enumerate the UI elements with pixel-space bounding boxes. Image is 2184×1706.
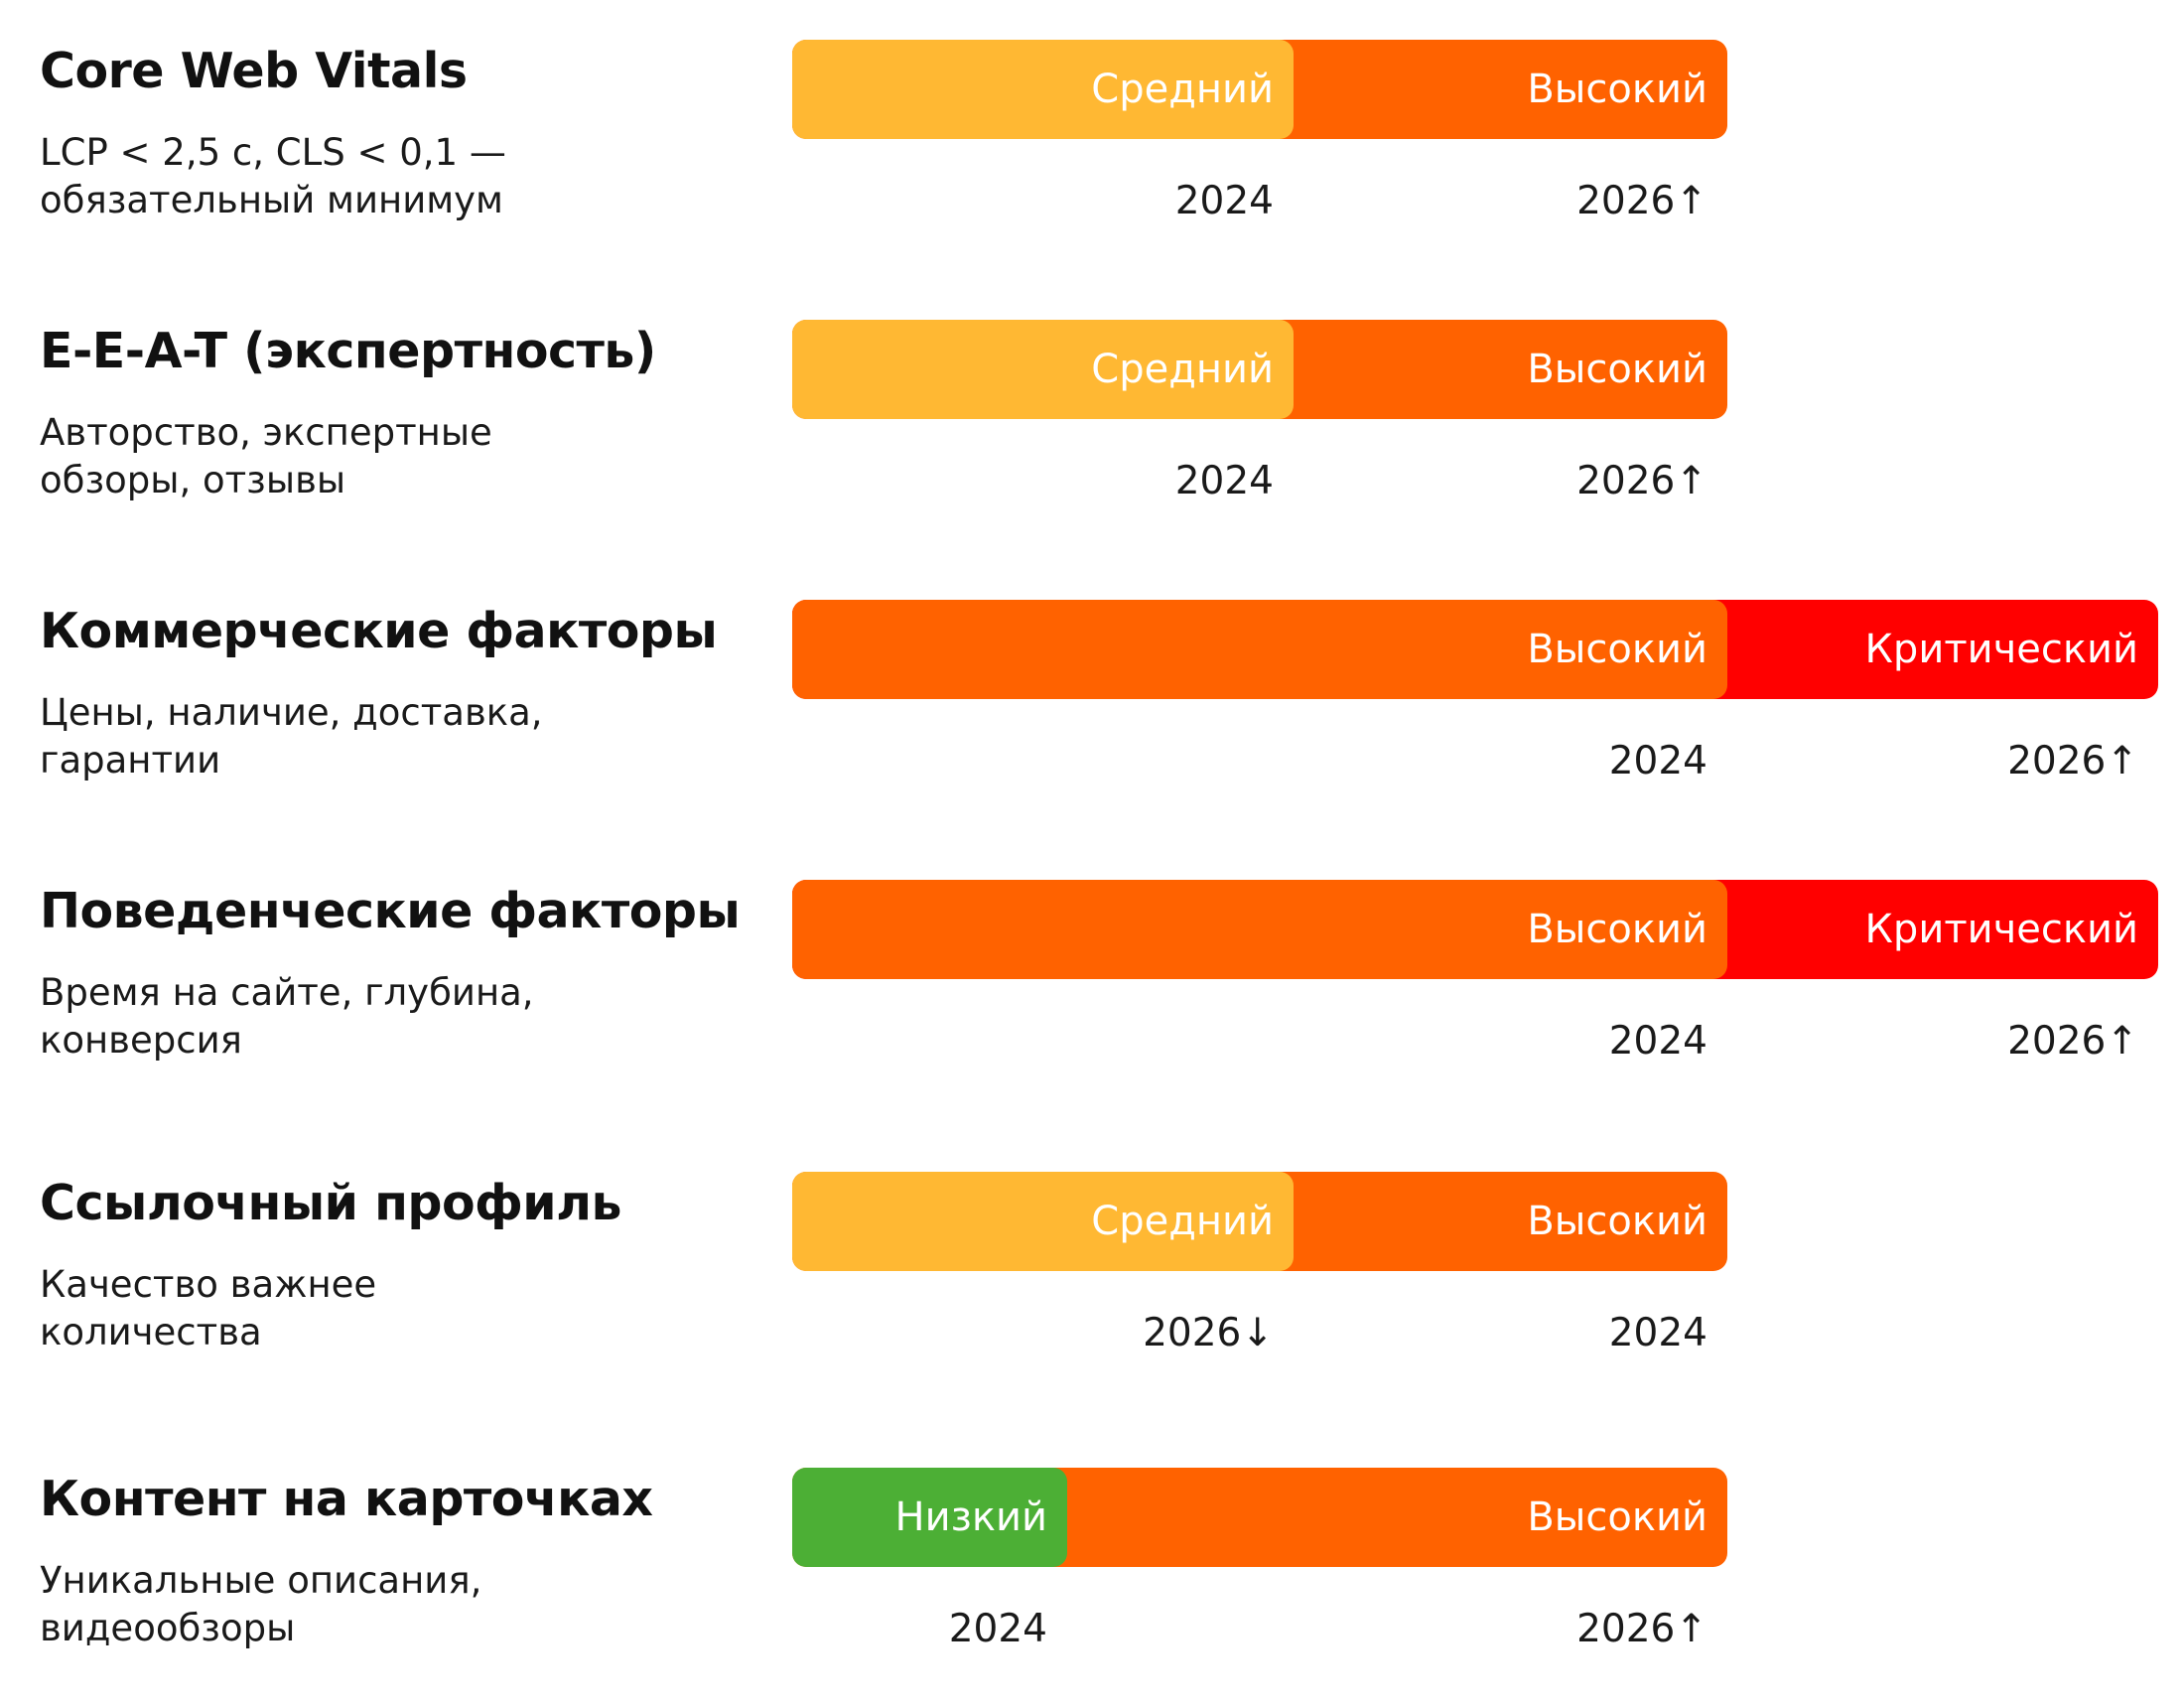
bar-segment-label: Высокий: [1527, 67, 1707, 112]
factor-description-line: конверсия: [40, 1019, 242, 1062]
year-label: 2024: [1608, 739, 1707, 783]
bar-segment-label: Низкий: [894, 1494, 1048, 1540]
importance-bar: Высокий Средний: [792, 1172, 1727, 1271]
importance-bar: Высокий Низкий: [792, 1468, 1727, 1567]
bar-segment-2: Высокий: [792, 600, 1727, 699]
bar-segment-0: Низкий: [792, 1468, 1067, 1567]
factor-row: Контент на карточках Уникальные описания,…: [0, 1468, 2184, 1706]
factor-description-line: LCP < 2,5 с, CLS < 0,1 —: [40, 131, 506, 174]
factor-title: Ссылочный профиль: [40, 1175, 621, 1231]
factor-row: Core Web Vitals LCP < 2,5 с, CLS < 0,1 — о…: [0, 40, 2184, 278]
year-label: 2024: [1608, 1311, 1707, 1355]
importance-bar: Высокий Средний: [792, 40, 1727, 139]
year-label: 2026↑: [1576, 1607, 1707, 1651]
bar-segment-label: Высокий: [1527, 347, 1707, 392]
factor-row: Коммерческие факторы Цены, наличие, доста…: [0, 600, 2184, 838]
factor-description: LCP < 2,5 с, CLS < 0,1 — обязательный мин…: [40, 129, 735, 224]
bar-segment-label: Высокий: [1527, 1199, 1707, 1244]
factor-row: Поведенческие факторы Время на сайте, глу…: [0, 880, 2184, 1118]
bar-segment-2: Высокий: [792, 880, 1727, 979]
year-label: 2024: [1174, 179, 1274, 223]
bar-segment-label: Высокий: [1527, 627, 1707, 672]
importance-bar: Критический Высокий: [792, 880, 2158, 979]
factor-description-line: обзоры, отзывы: [40, 459, 346, 501]
bar-segment-label: Критический: [1864, 627, 2138, 672]
bar-segment-label: Высокий: [1527, 1494, 1707, 1540]
factor-description-line: Качество важнее: [40, 1263, 377, 1306]
factor-title: Контент на карточках: [40, 1471, 653, 1527]
year-label: 2026↑: [2007, 739, 2138, 783]
year-label: 2026↑: [2007, 1019, 2138, 1064]
bar-segment-1: Средний: [792, 1172, 1294, 1271]
factor-description: Качество важнее количества: [40, 1261, 735, 1356]
factor-description-line: Цены, наличие, доставка,: [40, 691, 543, 734]
factor-description-line: видеообзоры: [40, 1607, 296, 1649]
year-label: 2024: [1608, 1019, 1707, 1064]
factor-description-line: Авторство, экспертные: [40, 411, 492, 454]
factor-row: E-E-A-T (экспертность) Авторство, эксперт…: [0, 320, 2184, 558]
year-label: 2024: [1174, 459, 1274, 503]
bar-segment-1: Средний: [792, 320, 1294, 419]
factor-row: Ссылочный профиль Качество важнее количест…: [0, 1172, 2184, 1410]
year-label: 2026↓: [1143, 1311, 1274, 1355]
factor-description-line: количества: [40, 1311, 262, 1353]
year-label: 2026↑: [1576, 179, 1707, 223]
factor-description: Авторство, экспертные обзоры, отзывы: [40, 409, 735, 504]
importance-bar: Критический Высокий: [792, 600, 2158, 699]
factor-description-line: Время на сайте, глубина,: [40, 971, 534, 1014]
factor-description: Цены, наличие, доставка, гарантии: [40, 689, 735, 784]
factor-title: Коммерческие факторы: [40, 603, 718, 659]
bar-segment-label: Высокий: [1527, 907, 1707, 952]
bar-segment-label: Средний: [1091, 1199, 1274, 1244]
bar-segment-label: Критический: [1864, 907, 2138, 952]
factor-description: Время на сайте, глубина, конверсия: [40, 969, 735, 1065]
year-label: 2024: [948, 1607, 1047, 1651]
factor-description-line: обязательный минимум: [40, 179, 503, 221]
year-label: 2026↑: [1576, 459, 1707, 503]
bar-segment-label: Средний: [1091, 67, 1274, 112]
bar-segment-1: Средний: [792, 40, 1294, 139]
factor-title: E-E-A-T (экспертность): [40, 323, 656, 379]
bar-segment-label: Средний: [1091, 347, 1274, 392]
factor-description-line: гарантии: [40, 739, 221, 782]
factor-description-line: Уникальные описания,: [40, 1559, 482, 1602]
factor-title: Core Web Vitals: [40, 43, 468, 99]
factor-description: Уникальные описания, видеообзоры: [40, 1557, 735, 1652]
importance-bar: Высокий Средний: [792, 320, 1727, 419]
factor-title: Поведенческие факторы: [40, 883, 741, 939]
